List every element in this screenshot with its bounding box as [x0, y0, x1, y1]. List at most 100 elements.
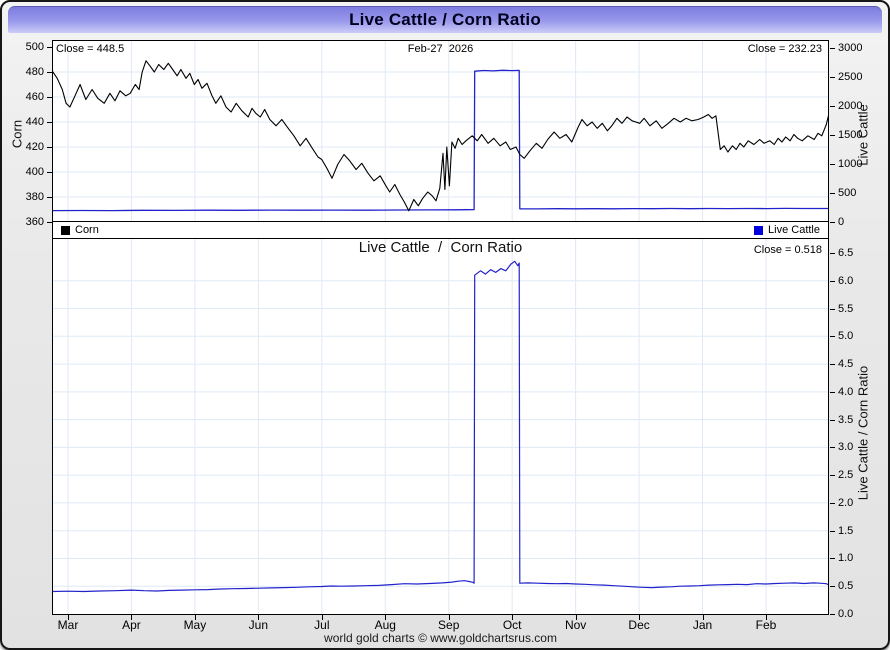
ratio-tick-label: 4.0 [838, 385, 854, 398]
corn-tick-label: 440 [25, 116, 44, 128]
corn-tick-label: 360 [25, 216, 44, 228]
corn-tick-mark [47, 122, 52, 123]
ratio-tick-label: 2.5 [838, 469, 854, 482]
month-tick-label: Oct [502, 618, 522, 632]
month-tick-mark [321, 615, 323, 620]
month-tick-label: Jun [248, 618, 269, 632]
corn-tick-label: 460 [25, 91, 44, 103]
ratio-tick-mark [830, 530, 835, 532]
legend-strip: Corn Live Cattle [52, 222, 829, 238]
corn-tick-mark [47, 47, 52, 48]
month-tick-label: Sep [438, 618, 460, 632]
corn-legend-swatch-icon [61, 225, 70, 235]
cattle-tick-label: 1500 [838, 129, 863, 141]
month-tick-label: Apr [122, 618, 141, 632]
ratio-close-annotation: Close = 0.518 [753, 244, 822, 256]
ratio-tick-label: 4.5 [838, 358, 854, 371]
ratio-tick-mark [830, 558, 835, 560]
month-tick-mark [765, 615, 767, 620]
cattle-tick-mark [830, 164, 835, 165]
ratio-tick-mark [830, 336, 835, 338]
legend-item-corn: Corn [61, 224, 99, 236]
cattle-tick-label: 500 [838, 187, 857, 199]
corn-legend-label: Corn [75, 224, 99, 236]
page-title: Live Cattle / Corn Ratio [349, 10, 541, 29]
ratio-tick-mark [830, 253, 835, 254]
ratio-line [53, 260, 828, 593]
ratio-tick-mark [830, 280, 835, 282]
live-cattle-legend-swatch-icon [754, 225, 764, 235]
month-tick-label: Aug [374, 618, 396, 632]
ratio-tick-mark [830, 586, 835, 588]
ratio-tick-mark [830, 614, 835, 615]
month-tick-mark [575, 615, 577, 620]
cattle-tick-label: 3000 [838, 42, 863, 54]
corn-tick-label: 400 [25, 166, 44, 178]
legend-item-live-cattle: Live Cattle [754, 224, 820, 236]
cattle-tick-mark [830, 77, 835, 78]
ratio-tick-label: 3.0 [838, 441, 854, 454]
ratio-tick-mark [830, 419, 835, 421]
ratio-tick-label: 3.5 [838, 413, 854, 426]
cattle-tick-label: 1000 [838, 158, 863, 170]
month-tick-mark [194, 615, 196, 620]
ratio-panel-title: Live Cattle / Corn Ratio [358, 239, 523, 256]
month-tick-mark [131, 615, 133, 620]
cattle-tick-mark [830, 222, 835, 223]
ratio-tick-label: 6.0 [838, 274, 854, 287]
title-bar: Live Cattle / Corn Ratio [8, 6, 882, 33]
ratio-tick-mark [830, 364, 835, 366]
ratio-tick-label: 0.5 [838, 580, 854, 593]
corn-tick-label: 380 [25, 191, 44, 203]
month-tick-label: Jan [692, 618, 713, 632]
month-tick-mark [702, 615, 704, 620]
corn-tick-label: 480 [25, 66, 44, 78]
corn-tick-mark [47, 72, 52, 73]
corn-tick-label: 500 [25, 41, 44, 53]
ratio-tick-label: 0.0 [838, 608, 854, 620]
ratio-tick-label: 6.5 [838, 247, 854, 259]
month-tick-label: Jul [314, 618, 330, 632]
cattle-tick-label: 2000 [838, 100, 863, 112]
ratio-tick-mark [830, 391, 835, 393]
month-tick-mark [258, 615, 260, 620]
live-cattle-legend-label: Live Cattle [768, 224, 820, 236]
month-tick-mark [385, 615, 387, 620]
live-cattle-line [53, 69, 828, 212]
cattle-tick-mark [830, 135, 835, 136]
ratio-tick-label: 5.0 [838, 330, 854, 343]
ratio-tick-label: 5.5 [838, 302, 854, 315]
month-tick-label: Nov [564, 618, 587, 632]
price-panel [52, 40, 829, 222]
corn-tick-mark [47, 197, 52, 198]
ratio-panel [52, 238, 829, 615]
ratio-tick-mark [830, 502, 835, 504]
ratio-tick-mark [830, 308, 835, 310]
corn-tick-mark [47, 147, 52, 148]
ratio-tick-mark [830, 447, 835, 449]
month-tick-mark [512, 615, 514, 620]
ratio-tick-label: 1.5 [838, 524, 854, 537]
month-tick-label: Feb [755, 618, 777, 632]
cattle-close-annotation: Close = 232.23 [747, 43, 822, 55]
month-tick-mark [448, 615, 450, 620]
corn-tick-label: 420 [25, 141, 44, 153]
corn-tick-mark [47, 172, 52, 173]
month-tick-label: Mar [57, 618, 79, 632]
cattle-tick-label: 2500 [838, 71, 863, 83]
ratio-tick-mark [830, 475, 835, 477]
month-tick-mark [68, 615, 69, 620]
month-tick-label: Dec [628, 618, 650, 632]
corn-line [53, 60, 828, 212]
credit-footer: world gold charts © www.goldchartsrus.co… [324, 631, 557, 645]
corn-tick-mark [47, 222, 52, 223]
cattle-tick-mark [830, 106, 835, 107]
ratio-tick-label: 2.0 [838, 496, 854, 509]
price-panel-plot [53, 41, 828, 221]
cattle-tick-label: 0 [838, 216, 845, 228]
date-annotation: Feb-27 2026 [407, 43, 474, 55]
cattle-tick-mark [830, 48, 835, 49]
corn-tick-mark [47, 97, 52, 98]
cattle-tick-mark [830, 193, 835, 194]
